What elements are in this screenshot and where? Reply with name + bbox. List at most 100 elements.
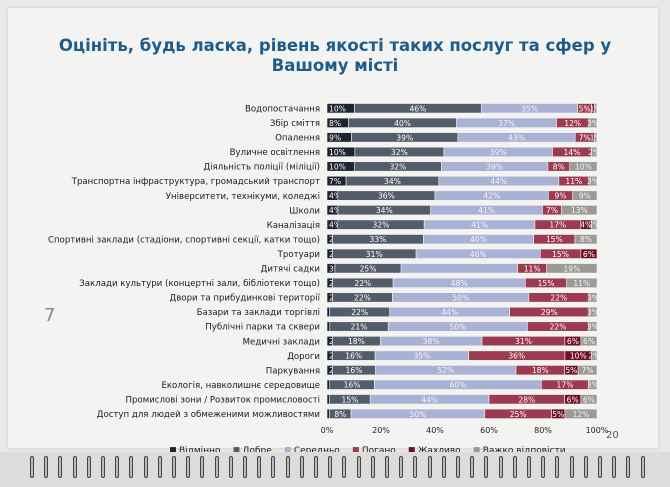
data-label: 4% <box>329 192 341 201</box>
data-label: 7% <box>329 177 341 186</box>
data-label: 9% <box>579 192 591 201</box>
binding-ring <box>484 456 489 478</box>
binding-ring <box>399 456 404 478</box>
data-label: 8% <box>553 162 565 171</box>
category-label: Промислові зони / Розвиток промисловості <box>126 395 320 405</box>
data-label: 18% <box>532 366 549 375</box>
binding-ring <box>243 456 247 478</box>
bar-segment <box>591 146 598 157</box>
data-label: 35% <box>521 104 538 113</box>
data-label: 34% <box>384 177 401 186</box>
data-label: 10% <box>329 104 346 113</box>
category-label: Транспортна інфраструктура, громадський … <box>71 177 320 187</box>
binding-ring <box>129 456 134 478</box>
binding-ring <box>214 456 219 478</box>
bar-segment <box>566 277 598 288</box>
legend-swatch <box>408 447 415 454</box>
bar-segment <box>577 365 598 376</box>
binding-ring <box>569 456 574 478</box>
x-tick-label: 100% <box>586 426 609 435</box>
data-label: 22% <box>354 279 371 288</box>
data-label: 3% <box>587 308 599 317</box>
data-label: 44% <box>490 177 507 186</box>
binding-ring <box>314 456 318 478</box>
bar-segment <box>580 336 598 347</box>
data-label: 38% <box>423 337 440 346</box>
data-label: 15% <box>342 395 359 404</box>
category-label: Університети, технікуми, коледжі <box>166 192 320 202</box>
data-label: 1% <box>590 104 602 113</box>
data-label: 5% <box>565 366 577 375</box>
binding-ring <box>285 456 290 478</box>
category-label: Публічні парки та сквери <box>205 323 320 333</box>
data-label: 32% <box>373 221 390 230</box>
bar-segment <box>588 306 598 318</box>
data-label: 6% <box>567 395 579 404</box>
data-label: 6% <box>583 337 595 346</box>
category-label: Водопостачання <box>245 104 320 114</box>
binding-ring <box>328 456 333 478</box>
data-label: 17% <box>549 221 566 230</box>
data-label: 16% <box>346 366 363 375</box>
data-label: 3% <box>587 323 599 332</box>
bar-segment <box>572 190 598 201</box>
legend-label: Важко відповісти <box>483 446 566 456</box>
binding-ring <box>342 456 347 478</box>
binding-ring <box>427 456 432 478</box>
category-label: Діяльність поліції (міліції) <box>203 163 320 173</box>
data-label: 3% <box>587 293 599 302</box>
binding-ring <box>598 456 602 478</box>
legend-swatch <box>473 447 480 454</box>
bar-segment <box>400 263 518 274</box>
legend-swatch <box>233 447 240 454</box>
binding-ring <box>228 456 233 478</box>
category-label: Тротуари <box>277 250 320 260</box>
binding-ring <box>257 456 262 478</box>
data-label: 35% <box>413 352 430 361</box>
legend-swatch <box>352 447 359 454</box>
data-label: 2% <box>588 352 600 361</box>
binding-ring <box>44 456 49 478</box>
data-label: 14% <box>564 148 581 157</box>
bar-segment <box>574 234 598 245</box>
data-label: 7% <box>582 366 594 375</box>
data-label: 41% <box>478 206 495 215</box>
category-label: Базари та заклади торгівлі <box>197 308 320 318</box>
category-label: Екологія, навколишнє середовище <box>161 381 320 391</box>
binding-ring <box>72 456 77 478</box>
data-label: 31% <box>515 337 532 346</box>
data-label: 8% <box>334 410 346 419</box>
bar-segment <box>588 321 598 332</box>
category-label: Дороги <box>287 352 320 362</box>
data-label: 44% <box>441 308 458 317</box>
data-label: 3% <box>587 381 599 390</box>
data-label: 25% <box>360 264 377 273</box>
data-label: 33% <box>370 235 387 244</box>
binding-ring <box>470 456 475 478</box>
data-label: 29% <box>541 308 558 317</box>
data-label: 6% <box>583 395 595 404</box>
data-label: 11% <box>565 177 582 186</box>
data-label: 15% <box>546 235 563 244</box>
bar-segment <box>588 175 598 187</box>
data-label: 22% <box>550 293 567 302</box>
x-tick-label: 80% <box>534 426 552 435</box>
data-label: 46% <box>470 250 487 259</box>
data-label: 10% <box>575 162 592 171</box>
legend-swatch <box>284 447 291 454</box>
data-label: 17% <box>557 381 574 390</box>
data-label: 37% <box>498 119 515 128</box>
x-tick-label: 40% <box>426 426 444 435</box>
page-number: 20 <box>606 430 619 441</box>
bar-segment <box>591 350 598 361</box>
category-label: Збір сміття <box>270 119 320 129</box>
binding-ring <box>512 456 517 478</box>
bar-segment <box>588 117 598 128</box>
binding-ring <box>172 456 176 478</box>
binding-ring <box>583 456 588 478</box>
data-label: 39% <box>396 133 413 142</box>
data-label: 39% <box>490 148 507 157</box>
data-label: 22% <box>550 323 567 332</box>
data-label: 5% <box>579 104 591 113</box>
